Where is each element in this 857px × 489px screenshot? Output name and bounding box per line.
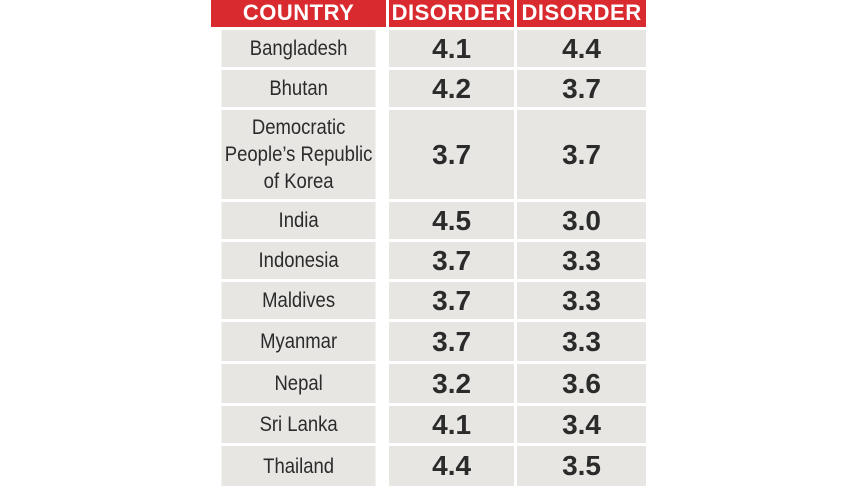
country-cell: Sri Lanka xyxy=(221,406,376,443)
country-cell: Maldives xyxy=(221,282,376,319)
value-cell-1: 3.7 xyxy=(389,322,515,361)
table-row: Sri Lanka 4.1 3.4 xyxy=(211,406,646,443)
table-row: Indonesia 3.7 3.3 xyxy=(211,242,646,279)
country-cell: Nepal xyxy=(221,364,376,403)
value-cell-2: 3.4 xyxy=(517,406,646,443)
header-row: COUNTRY DISORDER DISORDER xyxy=(211,0,646,27)
value-cell-1: 4.4 xyxy=(389,446,515,486)
value-cell-1: 3.7 xyxy=(389,282,515,319)
country-cell: Bhutan xyxy=(221,70,376,107)
table-row: India 4.5 3.0 xyxy=(211,202,646,239)
value-cell-1: 4.1 xyxy=(389,406,515,443)
value-cell-1: 4.5 xyxy=(389,202,515,239)
header-disorder-2: DISORDER xyxy=(517,0,646,27)
table-row: Thailand 4.4 3.5 xyxy=(211,446,646,486)
value-cell-2: 3.3 xyxy=(517,282,646,319)
value-cell-2: 4.4 xyxy=(517,30,646,67)
value-cell-2: 3.6 xyxy=(517,364,646,403)
disorder-table-container: COUNTRY DISORDER DISORDER Bangladesh 4.1… xyxy=(208,0,649,489)
country-cell: Indonesia xyxy=(221,242,376,279)
table-row: Maldives 3.7 3.3 xyxy=(211,282,646,319)
disorder-table: COUNTRY DISORDER DISORDER Bangladesh 4.1… xyxy=(208,0,649,489)
table-row: Bangladesh 4.1 4.4 xyxy=(211,30,646,67)
value-cell-1: 4.2 xyxy=(389,70,515,107)
value-cell-2: 3.7 xyxy=(517,70,646,107)
country-cell: Democratic People’s Republic of Korea xyxy=(221,110,376,199)
table-row: Myanmar 3.7 3.3 xyxy=(211,322,646,361)
header-country: COUNTRY xyxy=(211,0,387,27)
country-cell: India xyxy=(221,202,376,239)
country-cell: Myanmar xyxy=(221,322,376,361)
value-cell-1: 3.7 xyxy=(389,110,515,199)
value-cell-1: 4.1 xyxy=(389,30,515,67)
country-cell: Bangladesh xyxy=(221,30,376,67)
table-row: Bhutan 4.2 3.7 xyxy=(211,70,646,107)
value-cell-1: 3.7 xyxy=(389,242,515,279)
table-row: Nepal 3.2 3.6 xyxy=(211,364,646,403)
value-cell-2: 3.5 xyxy=(517,446,646,486)
value-cell-2: 3.0 xyxy=(517,202,646,239)
table-row: Democratic People’s Republic of Korea 3.… xyxy=(211,110,646,199)
value-cell-2: 3.3 xyxy=(517,322,646,361)
header-disorder-1: DISORDER xyxy=(389,0,515,27)
value-cell-1: 3.2 xyxy=(389,364,515,403)
value-cell-2: 3.3 xyxy=(517,242,646,279)
country-cell: Thailand xyxy=(221,446,376,486)
value-cell-2: 3.7 xyxy=(517,110,646,199)
